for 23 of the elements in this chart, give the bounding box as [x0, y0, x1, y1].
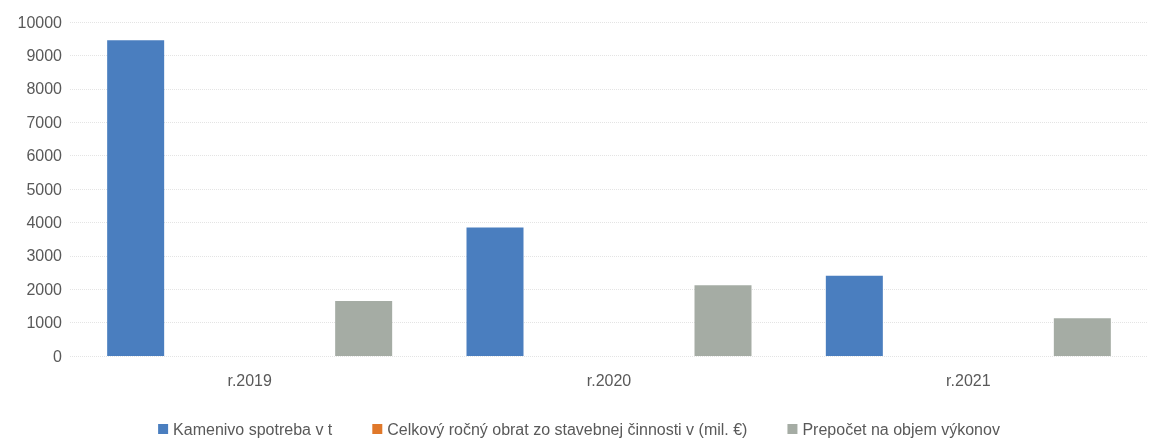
y-tick-label: 7000: [26, 113, 63, 131]
y-tick-label: 4000: [26, 213, 63, 231]
y-tick-label: 10000: [17, 13, 63, 31]
y-tick-label: 0: [53, 347, 63, 365]
bar: [335, 300, 393, 356]
x-tick-label: r.2020: [586, 371, 632, 389]
y-tick-label: 9000: [26, 46, 63, 64]
y-tick-label: 6000: [26, 147, 63, 165]
legend-label: Kamenivo spotreba v t: [173, 420, 333, 438]
bar: [107, 40, 165, 356]
y-tick-label: 1000: [26, 314, 63, 332]
x-tick-label: r.2021: [946, 371, 991, 389]
legend-label: Prepočet na objem výkonov: [802, 420, 1000, 438]
y-tick-label: 5000: [26, 180, 63, 198]
legend-label: Celkový ročný obrat zo stavebnej činnosti v (mil. €): [387, 420, 748, 438]
x-tick-label: r.2019: [227, 371, 273, 389]
y-tick-label: 2000: [26, 280, 63, 298]
y-tick-label: 8000: [26, 80, 63, 98]
bar: [825, 275, 883, 356]
bar: [1053, 318, 1111, 356]
y-tick-label: 3000: [26, 247, 63, 265]
bar: [694, 285, 752, 356]
bar: [466, 227, 524, 356]
